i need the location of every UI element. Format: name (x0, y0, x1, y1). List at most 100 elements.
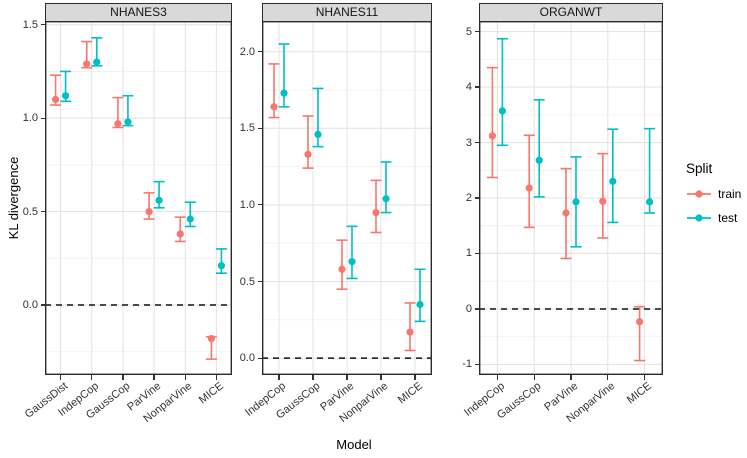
x-axis-title: Model (336, 437, 372, 452)
y-tick-label: 1.5 (22, 18, 38, 31)
x-tick-mark (122, 375, 124, 380)
panel-chart-svg (44, 20, 233, 376)
pointrange-test-ParVine (570, 156, 582, 248)
panel-border (478, 20, 664, 376)
panel-chart-svg (261, 20, 433, 376)
train-pointrange-glyph-icon (687, 190, 711, 198)
pointrange-test-IndepCop (91, 37, 103, 67)
y-tick-mark (474, 363, 479, 366)
pointrange-train-IndepCop (486, 66, 498, 179)
pointrange-test-GaussCop (312, 87, 324, 148)
x-tick-mark (346, 375, 348, 380)
panel-chart-svg (478, 20, 664, 376)
pointrange-train-ParVine (143, 192, 155, 220)
x-tick-mark (414, 375, 416, 380)
x-tick-label: MICE (395, 380, 425, 407)
pointrange-train-GaussDist (50, 74, 62, 106)
y-tick-mark (474, 141, 479, 144)
x-tick-mark (496, 375, 498, 380)
x-tick-mark (91, 375, 93, 380)
pointrange-test-ParVine (346, 225, 358, 280)
y-tick-mark (474, 86, 479, 88)
x-tick-mark (533, 375, 535, 380)
pointrange-train-IndepCop (268, 63, 280, 119)
pointrange-train-NonparVine (370, 179, 382, 234)
pointrange-test-NonparVine (607, 128, 619, 224)
panel-strip-label: NHANES11 (315, 5, 379, 20)
y-tick-label: 0 (465, 302, 472, 315)
pointrange-train-MICE (404, 302, 416, 352)
pointrange-test-IndepCop (496, 37, 508, 147)
pointrange-test-NonparVine (380, 161, 392, 214)
pointrange-train-ParVine (336, 239, 348, 290)
y-tick-label: 5 (465, 25, 472, 38)
y-tick-mark (474, 252, 479, 255)
y-tick-label: 1 (465, 247, 472, 260)
y-tick-mark (257, 204, 262, 206)
x-tick-mark (278, 375, 280, 380)
y-tick-mark (40, 117, 45, 119)
panel-plot (478, 20, 664, 376)
pointrange-test-MICE (644, 127, 656, 214)
y-tick-mark (257, 127, 262, 129)
panel-border (261, 20, 433, 376)
pointrange-test-GaussCop (533, 98, 545, 198)
x-tick-mark (380, 375, 382, 380)
y-tick-mark (40, 24, 45, 26)
y-axis-title: KL divergence (6, 156, 21, 240)
test-pointrange-glyph-icon (687, 214, 711, 222)
x-tick-mark (312, 375, 314, 380)
panel-strip: ORGANWT (479, 3, 663, 22)
y-tick-label: 4 (465, 81, 472, 94)
pointrange-test-IndepCop (278, 43, 290, 108)
legend: Split train test (686, 161, 747, 235)
x-tick-mark (184, 375, 186, 380)
y-tick-mark (474, 308, 479, 310)
x-tick-mark (153, 375, 155, 380)
pointrange-train-NonparVine (174, 216, 186, 243)
y-tick-label: 0.0 (239, 352, 255, 365)
x-tick-labels: GaussDist IndepCop GaussCop ParVine NonparVi… (23, 380, 232, 440)
pointrange-train-NonparVine (597, 152, 609, 239)
y-tick-label: 0.5 (22, 205, 38, 218)
pointrange-train-GaussCop (523, 134, 535, 229)
y-tick-label: 2.0 (239, 45, 255, 58)
y-tick-label: -1 (462, 358, 472, 371)
pointrange-train-MICE (634, 305, 646, 362)
y-tick-mark (474, 30, 479, 33)
panel-border (44, 20, 233, 376)
panel-plot (44, 20, 233, 376)
pointrange-test-GaussCop (122, 94, 134, 127)
y-tick-label: 0.0 (22, 298, 38, 311)
legend-title: Split (686, 161, 713, 176)
legend-item-train: train (686, 187, 747, 201)
panel-strip-label: NHANES3 (110, 5, 167, 20)
panel-strip: NHANES3 (45, 3, 232, 22)
pointrange-test-GaussDist (60, 70, 72, 103)
pointrange-test-ParVine (153, 180, 165, 209)
pointrange-train-ParVine (560, 167, 572, 260)
y-tick-mark (474, 197, 479, 199)
x-tick-labels: IndepCop GaussCop ParVine NonparVine MICE (462, 380, 663, 440)
panel-strip-label: ORGANWT (539, 5, 603, 20)
y-tick-label: 1.0 (239, 198, 255, 211)
y-tick-label: 2 (465, 192, 472, 204)
y-tick-label: 3 (465, 136, 472, 149)
x-tick-labels: IndepCop GaussCop ParVine NonparVine MICE (243, 380, 432, 440)
x-tick-mark (215, 375, 217, 380)
pointrange-train-MICE (205, 334, 217, 360)
panel-strip: NHANES11 (262, 3, 432, 22)
legend-label-test: test (718, 211, 738, 225)
pointrange-test-MICE (215, 248, 227, 274)
pointrange-test-MICE (414, 268, 426, 323)
pointrange-train-GaussCop (112, 96, 124, 129)
x-tick-label: MICE (624, 380, 654, 407)
legend-item-test: test (686, 211, 747, 225)
pointrange-test-NonparVine (184, 201, 196, 228)
x-tick-mark (607, 375, 609, 380)
pointrange-train-IndepCop (81, 40, 93, 69)
y-tick-mark (257, 51, 262, 53)
y-tick-mark (40, 304, 45, 306)
y-tick-label: 0.5 (239, 275, 255, 288)
